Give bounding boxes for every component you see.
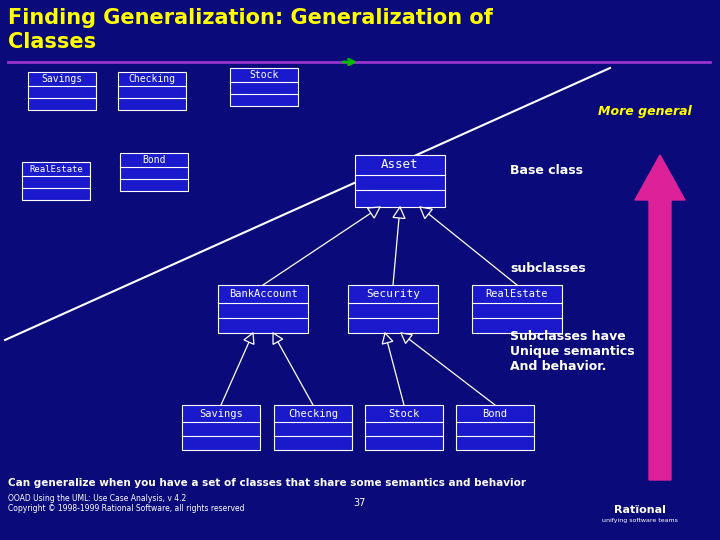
Text: Stock: Stock (388, 409, 420, 419)
Polygon shape (420, 207, 433, 219)
Bar (22, 162, 90, 200)
Polygon shape (367, 207, 380, 218)
Text: RealEstate: RealEstate (486, 289, 548, 299)
Bar (118, 72, 186, 110)
Text: Ratïonal: Ratïonal (614, 505, 666, 515)
Text: Savings: Savings (42, 74, 83, 84)
Bar (348, 285, 438, 333)
Text: Classes: Classes (8, 32, 96, 52)
Polygon shape (382, 333, 393, 344)
Text: Base class: Base class (510, 164, 583, 177)
Bar (355, 155, 445, 207)
Text: 37: 37 (354, 498, 366, 508)
Text: RealEstate: RealEstate (29, 165, 83, 174)
Polygon shape (635, 155, 685, 480)
Text: Subclasses have
Unique semantics
And behavior.: Subclasses have Unique semantics And beh… (510, 330, 634, 373)
Bar (456, 405, 534, 450)
Text: subclasses: subclasses (510, 261, 586, 274)
Text: Finding Generalization: Generalization of: Finding Generalization: Generalization o… (8, 8, 493, 28)
Bar (120, 153, 188, 191)
Text: Savings: Savings (199, 409, 243, 419)
Text: Stock: Stock (249, 70, 279, 80)
Text: Bond: Bond (143, 155, 166, 165)
Text: More general: More general (598, 105, 692, 118)
Text: Bond: Bond (482, 409, 508, 419)
Bar (274, 405, 352, 450)
Bar (230, 68, 298, 106)
Bar (182, 405, 260, 450)
Text: Asset: Asset (382, 158, 419, 171)
Polygon shape (273, 333, 283, 345)
Polygon shape (244, 333, 254, 345)
Text: unifying software teams: unifying software teams (602, 518, 678, 523)
Text: BankAccount: BankAccount (229, 289, 297, 299)
Text: Can generalize when you have a set of classes that share some semantics and beha: Can generalize when you have a set of cl… (8, 478, 526, 488)
Bar (365, 405, 443, 450)
Bar (28, 72, 96, 110)
Text: Security: Security (366, 289, 420, 299)
Bar (472, 285, 562, 333)
Polygon shape (401, 333, 413, 343)
Polygon shape (393, 207, 405, 219)
Text: Checking: Checking (128, 74, 176, 84)
Text: Checking: Checking (288, 409, 338, 419)
Text: OOAD Using the UML: Use Case Analysis, v 4.2
Copyright © 1998-1999 Rational Soft: OOAD Using the UML: Use Case Analysis, v… (8, 494, 245, 514)
Bar (218, 285, 308, 333)
